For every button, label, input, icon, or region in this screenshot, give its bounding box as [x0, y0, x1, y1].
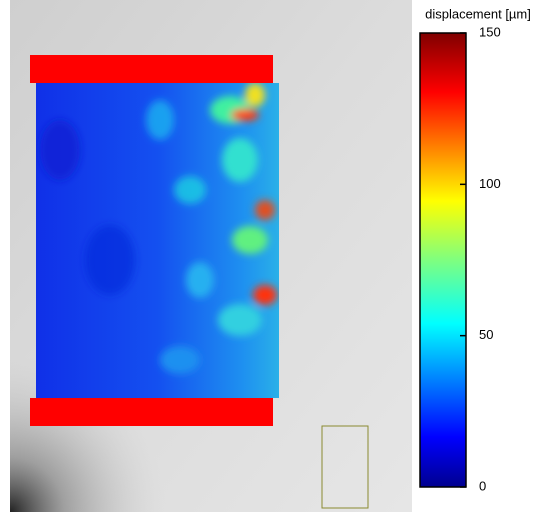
top-marker: [30, 55, 273, 83]
colorbar: [419, 32, 467, 488]
field-texture: [40, 83, 277, 374]
tick-label: 0: [479, 478, 486, 493]
tick-label: 100: [479, 176, 501, 191]
bottom-marker: [30, 398, 273, 426]
colorbar-label: displacement [µm]: [425, 6, 531, 21]
tick-label: 50: [479, 327, 493, 342]
reference-box: [321, 425, 369, 509]
tick-label: 150: [479, 24, 501, 39]
